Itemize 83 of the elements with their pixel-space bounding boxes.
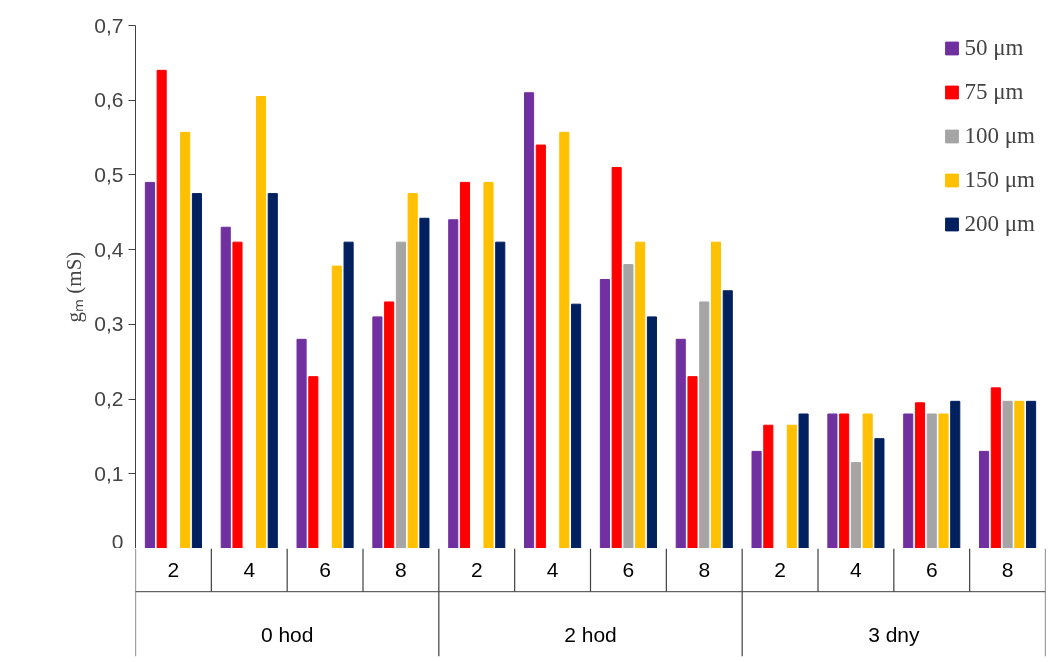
y-tick-label: 0 <box>111 529 124 553</box>
bar <box>331 265 342 548</box>
bar <box>180 131 191 548</box>
y-tick-label: 0,5 <box>94 162 124 186</box>
bar <box>524 92 535 548</box>
bar <box>722 290 733 548</box>
x-tick-label: 4 <box>243 558 256 582</box>
bar <box>459 181 471 548</box>
y-tick-label: 0,2 <box>94 387 124 411</box>
x-tick-label: 8 <box>698 558 711 582</box>
bar <box>839 413 850 548</box>
bar <box>255 95 267 548</box>
bar <box>483 181 494 548</box>
bar <box>850 462 861 548</box>
bar <box>751 450 762 548</box>
bar <box>559 131 570 548</box>
legend-label: 200 μm <box>964 211 1035 237</box>
bar <box>395 241 406 548</box>
bar <box>926 413 937 548</box>
bar <box>710 241 722 548</box>
x-tick-label: 4 <box>850 558 863 582</box>
legend-label: 150 μm <box>964 167 1035 193</box>
bar <box>635 241 646 548</box>
y-tick-label: 0,7 <box>94 13 124 37</box>
bar <box>372 316 383 548</box>
bar <box>308 376 319 548</box>
bar <box>827 413 838 548</box>
bar <box>611 166 622 548</box>
text: 0 hod <box>260 623 314 647</box>
bar <box>950 400 961 548</box>
x-tick-label: 2 <box>167 558 180 582</box>
bar <box>990 387 1001 548</box>
legend-label: 50 μm <box>964 35 1024 61</box>
x-tick-label: 4 <box>546 558 559 582</box>
x-tick-label: 2 <box>470 558 483 582</box>
y-tick-label: 0,4 <box>94 237 124 261</box>
bar <box>343 241 354 548</box>
bar <box>571 303 582 548</box>
legend-label: 100 μm <box>964 123 1035 149</box>
bar <box>1026 400 1037 548</box>
bar <box>384 301 395 548</box>
text: 2 hod <box>564 623 617 647</box>
bar <box>156 69 167 548</box>
bar <box>979 450 990 548</box>
bar <box>786 424 797 548</box>
bar <box>535 144 546 548</box>
x-tick-label: 8 <box>395 558 407 582</box>
x-tick-label: 6 <box>319 558 331 582</box>
bar <box>144 181 155 548</box>
bar <box>267 193 278 548</box>
y-tick-label: 0,6 <box>94 88 124 112</box>
bar <box>448 219 459 548</box>
bar <box>938 413 949 548</box>
bar <box>798 413 809 548</box>
bar <box>419 217 430 548</box>
bar <box>1002 400 1013 548</box>
text: 3 dny <box>868 623 921 647</box>
x-tick-label: 6 <box>622 558 635 582</box>
bar <box>1014 400 1025 548</box>
bar <box>903 413 914 548</box>
bar <box>623 264 634 548</box>
x-tick-label: 8 <box>1001 558 1014 582</box>
bar <box>646 316 657 548</box>
y-tick-label: 0,1 <box>94 461 124 485</box>
legend-label: 75 μm <box>964 79 1024 105</box>
bar <box>191 193 202 548</box>
bar <box>914 402 926 548</box>
x-tick-label: 2 <box>774 558 786 582</box>
bar <box>220 226 231 548</box>
y-axis-title: gₘ (mS) <box>62 251 87 323</box>
bar <box>862 413 873 548</box>
bar <box>763 424 774 548</box>
bar <box>874 438 885 548</box>
bar <box>296 338 307 548</box>
bar <box>407 193 418 548</box>
x-tick-label: 6 <box>925 558 938 582</box>
bar <box>232 241 243 548</box>
y-tick-label: 0,3 <box>94 312 124 336</box>
bar <box>675 338 686 548</box>
bar <box>699 301 710 548</box>
bar <box>599 279 610 548</box>
bar <box>495 241 506 548</box>
bar <box>687 376 698 548</box>
